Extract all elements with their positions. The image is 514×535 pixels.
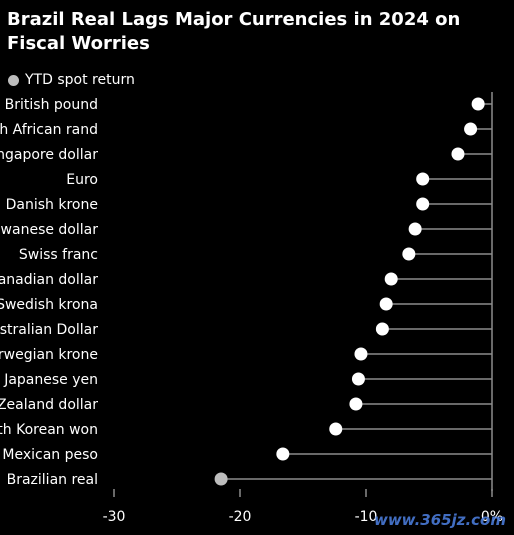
data-dot: [354, 347, 368, 361]
legend: YTD spot return: [8, 71, 135, 89]
x-tick-label: -30: [103, 509, 126, 525]
category-label: British pound: [5, 97, 98, 113]
data-dot: [464, 122, 478, 136]
data-dot: [451, 147, 465, 161]
data-dot: [329, 422, 343, 436]
category-label: Norwegian krone: [0, 347, 98, 363]
category-label: Canadian dollar: [0, 272, 98, 288]
data-dot: [379, 297, 393, 311]
category-label: Danish krone: [6, 197, 98, 213]
data-dot: [351, 372, 365, 386]
data-dot: [408, 222, 422, 236]
data-dot: [384, 272, 398, 286]
category-label: South African rand: [0, 122, 98, 138]
category-label: Taiwanese dollar: [0, 222, 98, 238]
data-dot: [375, 322, 389, 336]
data-dot: [471, 97, 485, 111]
x-tick-label: -10: [355, 509, 378, 525]
category-label: Swedish krona: [0, 297, 98, 313]
data-dot: [416, 197, 430, 211]
highlight-dot: [214, 472, 228, 486]
x-tick-label: 0%: [481, 509, 503, 525]
category-label: Japanese yen: [3, 372, 98, 388]
category-label: Swiss franc: [19, 247, 98, 263]
legend-label: YTD spot return: [25, 72, 135, 88]
data-dot: [416, 172, 430, 186]
data-dot: [349, 397, 363, 411]
data-dot: [276, 447, 290, 461]
data-dot: [402, 247, 416, 261]
watermark: www.365jz.com: [373, 511, 506, 529]
chart-title: Brazil Real Lags Major Currencies in 202…: [7, 9, 461, 54]
category-label: South Korean won: [0, 422, 98, 438]
category-label: Australian Dollar: [0, 322, 98, 338]
category-label: Mexican peso: [2, 447, 98, 463]
x-tick-label: -20: [229, 509, 252, 525]
category-label: Euro: [66, 172, 98, 188]
legend-marker: [8, 74, 19, 86]
category-label: Brazilian real: [7, 472, 98, 488]
category-label: Singapore dollar: [0, 147, 98, 163]
category-label: New Zealand dollar: [0, 397, 98, 413]
